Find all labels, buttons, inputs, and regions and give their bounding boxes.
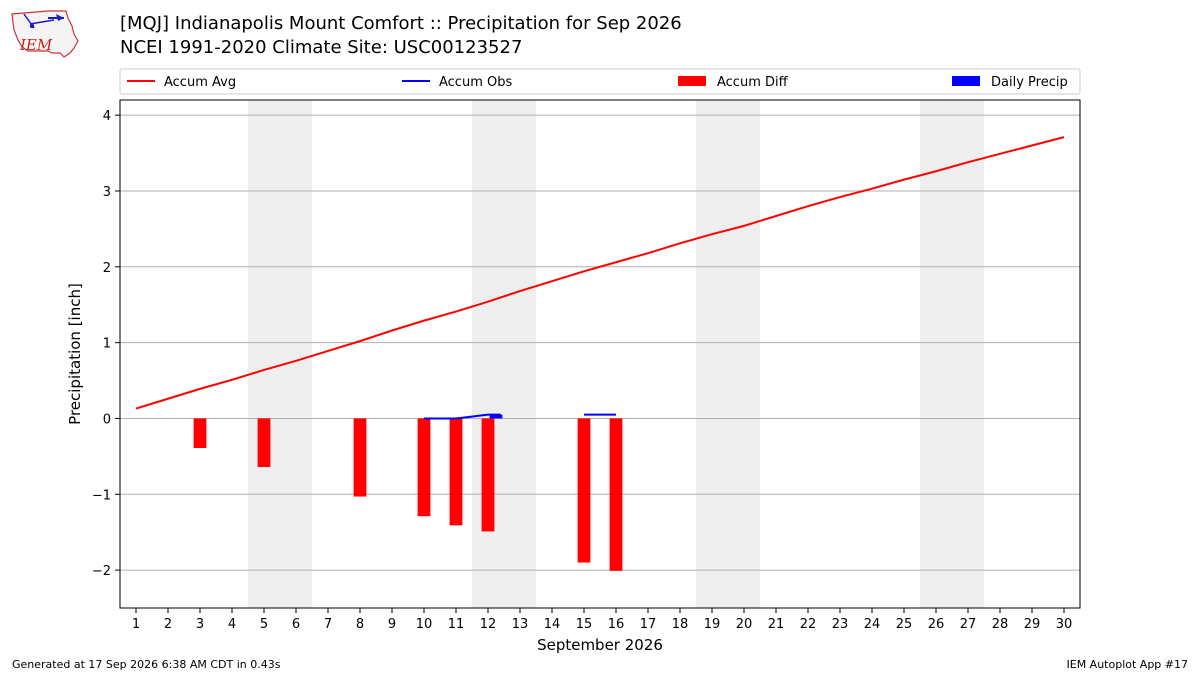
legend-label-obs: Accum Obs bbox=[439, 75, 512, 90]
legend-label-avg: Accum Avg bbox=[164, 75, 236, 90]
x-tick-label: 19 bbox=[704, 617, 721, 632]
x-tick-label: 14 bbox=[544, 617, 561, 632]
x-tick-label: 24 bbox=[864, 617, 881, 632]
accum-diff-bar-day-11 bbox=[449, 418, 463, 526]
x-tick-label: 8 bbox=[356, 617, 364, 632]
x-tick-label: 7 bbox=[324, 617, 332, 632]
x-tick-label: 30 bbox=[1056, 617, 1073, 632]
weekend-band-20 bbox=[728, 100, 760, 608]
iem-logo-text: IEM bbox=[19, 36, 53, 54]
legend-label-daily: Daily Precip bbox=[991, 75, 1068, 90]
daily-precip-bar-day-12 bbox=[489, 414, 503, 419]
x-tick-label: 11 bbox=[448, 617, 465, 632]
legend: Accum Avg Accum Obs Accum Diff Daily Precip bbox=[119, 68, 1081, 95]
accum-diff-bar-day-3 bbox=[193, 418, 207, 449]
x-tick-label: 17 bbox=[640, 617, 657, 632]
x-tick-label: 12 bbox=[480, 617, 497, 632]
accum-obs-line-1 bbox=[424, 413, 501, 420]
y-tick-label: 4 bbox=[103, 109, 111, 124]
x-axis-label: September 2026 bbox=[537, 636, 663, 654]
x-tick-label: 4 bbox=[228, 617, 236, 632]
accum-diff-bar-day-12 bbox=[481, 418, 495, 532]
y-axis-label: Precipitation [inch] bbox=[66, 283, 84, 425]
accum-diff-bar-day-8 bbox=[353, 418, 367, 497]
weekend-band-13 bbox=[504, 100, 536, 608]
chart-title: [MQJ] Indianapolis Mount Comfort :: Prec… bbox=[120, 13, 682, 34]
chart-subtitle: NCEI 1991-2020 Climate Site: USC00123527 bbox=[120, 37, 523, 58]
y-tick-label: −1 bbox=[92, 488, 111, 503]
accum-avg-line bbox=[135, 136, 1065, 410]
weekend-band-27 bbox=[952, 100, 984, 608]
x-tick-label: 28 bbox=[992, 617, 1009, 632]
weekend-band-26 bbox=[920, 100, 952, 608]
x-tick-label: 25 bbox=[896, 617, 913, 632]
plot-frame bbox=[119, 99, 1081, 609]
legend-swatch-diff bbox=[678, 76, 706, 86]
x-tick-label: 23 bbox=[832, 617, 849, 632]
footer-generated: Generated at 17 Sep 2026 6:38 AM CDT in … bbox=[12, 658, 281, 671]
accum-diff-bar-day-10 bbox=[417, 418, 431, 517]
x-tick-label: 3 bbox=[196, 617, 204, 632]
y-tick-label: 2 bbox=[103, 261, 111, 276]
x-tick-label: 26 bbox=[928, 617, 945, 632]
x-tick-label: 18 bbox=[672, 617, 689, 632]
accum-diff-bar-day-15 bbox=[577, 418, 591, 563]
y-tick-label: 0 bbox=[103, 412, 111, 427]
x-tick-label: 16 bbox=[608, 617, 625, 632]
x-tick-label: 27 bbox=[960, 617, 977, 632]
y-tick-label: 3 bbox=[103, 185, 111, 200]
x-tick-label: 10 bbox=[416, 617, 433, 632]
legend-swatch-daily bbox=[952, 76, 980, 86]
accum-diff-bar-day-5 bbox=[257, 418, 271, 467]
x-tick-label: 5 bbox=[260, 617, 268, 632]
x-tick-label: 21 bbox=[768, 617, 785, 632]
x-tick-label: 2 bbox=[164, 617, 172, 632]
weekend-band-12 bbox=[472, 100, 504, 608]
legend-frame bbox=[119, 68, 1081, 95]
footer-app: IEM Autoplot App #17 bbox=[1066, 658, 1189, 671]
x-tick-label: 20 bbox=[736, 617, 753, 632]
x-tick-label: 13 bbox=[512, 617, 529, 632]
x-tick-label: 22 bbox=[800, 617, 817, 632]
x-tick-label: 29 bbox=[1024, 617, 1041, 632]
iem-logo: IEM bbox=[11, 10, 79, 58]
weekend-band-19 bbox=[696, 100, 728, 608]
weekend-band-6 bbox=[280, 100, 312, 608]
legend-label-diff: Accum Diff bbox=[717, 75, 789, 90]
y-tick-label: −2 bbox=[92, 564, 111, 579]
weekend-band-5 bbox=[248, 100, 280, 608]
x-tick-label: 6 bbox=[292, 617, 300, 632]
x-tick-label: 15 bbox=[576, 617, 593, 632]
x-tick-label: 1 bbox=[132, 617, 140, 632]
y-tick-label: 1 bbox=[103, 337, 111, 352]
x-tick-label: 9 bbox=[388, 617, 396, 632]
accum-diff-bar-day-16 bbox=[609, 418, 623, 571]
